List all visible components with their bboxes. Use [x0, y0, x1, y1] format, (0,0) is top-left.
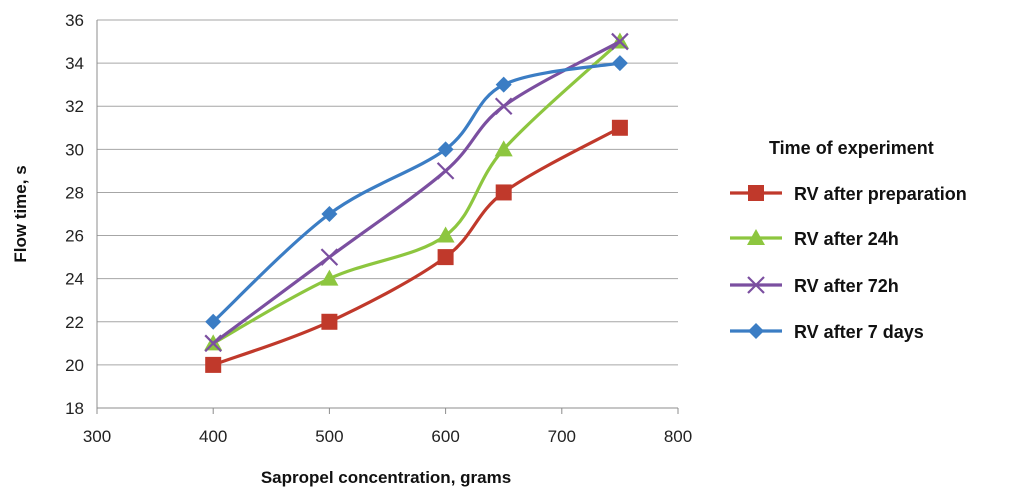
- y-axis-ticks: 18 20 22 24 26 28 30 32 34 36: [65, 11, 84, 418]
- y-tick-label: 22: [65, 313, 84, 332]
- legend-marker-triangle: [747, 229, 765, 245]
- series-line: [212, 126, 621, 367]
- data-point-triangle: [320, 269, 339, 286]
- data-point-square: [437, 249, 454, 266]
- y-tick-label: 34: [65, 54, 84, 73]
- gridlines: [96, 19, 678, 409]
- legend-label: RV after preparation: [794, 184, 967, 204]
- x-tick-label: 700: [548, 427, 576, 446]
- legend-marker-square: [748, 185, 764, 201]
- series-4: [205, 55, 628, 330]
- data-point-diamond: [611, 55, 628, 72]
- legend-title: Time of experiment: [769, 138, 934, 158]
- data-point-diamond: [437, 141, 454, 158]
- data-point-square: [205, 356, 222, 373]
- data-point-square: [611, 119, 628, 136]
- series-group: [204, 32, 629, 373]
- legend-item: RV after 72h: [730, 276, 899, 296]
- data-point-x: [436, 162, 455, 180]
- legend-label: RV after 72h: [794, 276, 899, 296]
- data-point-diamond: [205, 313, 222, 330]
- x-tick-label: 300: [83, 427, 111, 446]
- legend: Time of experiment RV after preparation R…: [730, 138, 967, 342]
- y-tick-label: 32: [65, 97, 84, 116]
- y-tick-label: 28: [65, 183, 84, 202]
- y-tick-label: 30: [65, 140, 84, 159]
- x-axis-title: Sapropel concentration, grams: [261, 468, 511, 487]
- data-point-triangle: [494, 140, 513, 157]
- y-tick-label: 26: [65, 227, 84, 246]
- data-point-diamond: [495, 76, 512, 93]
- legend-item: RV after preparation: [730, 184, 967, 204]
- legend-item: RV after 7 days: [730, 322, 924, 342]
- data-point-x: [320, 248, 339, 266]
- y-tick-label: 18: [65, 399, 84, 418]
- data-point-x: [204, 334, 222, 353]
- legend-label: RV after 24h: [794, 229, 899, 249]
- x-tick-label: 800: [664, 427, 692, 446]
- data-point-diamond: [321, 206, 338, 222]
- y-tick-label: 24: [65, 270, 84, 289]
- legend-item: RV after 24h: [730, 229, 899, 249]
- series-3: [204, 32, 629, 353]
- data-point-square: [495, 184, 512, 201]
- x-tick-label: 400: [199, 427, 227, 446]
- y-tick-label: 20: [65, 356, 84, 375]
- data-point-x: [494, 97, 513, 115]
- legend-marker-diamond: [748, 323, 764, 339]
- data-point-triangle: [436, 226, 455, 243]
- data-point-x: [611, 32, 629, 51]
- legend-marker-x: [747, 276, 765, 294]
- y-tick-label: 36: [65, 11, 84, 30]
- y-axis-title: Flow time, s: [11, 165, 30, 262]
- x-tick-label: 500: [315, 427, 343, 446]
- x-axis-ticks: 300 400 500 600 700 800: [83, 408, 692, 446]
- series-line: [212, 61, 621, 323]
- data-point-square: [321, 313, 338, 330]
- legend-label: RV after 7 days: [794, 322, 924, 342]
- series-1: [205, 119, 628, 373]
- x-tick-label: 600: [431, 427, 459, 446]
